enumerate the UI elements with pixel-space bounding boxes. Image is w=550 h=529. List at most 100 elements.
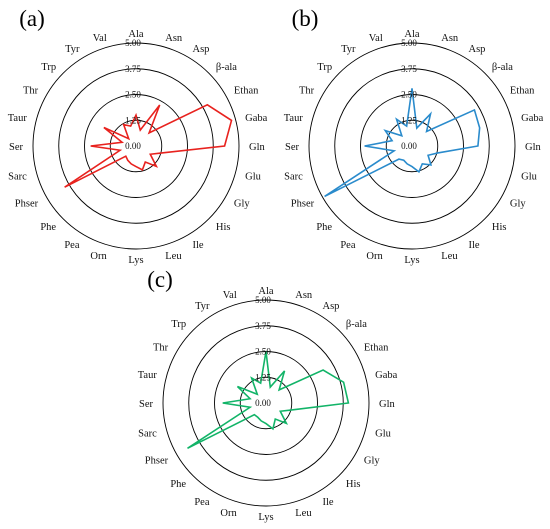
panel-label: (b) (292, 6, 319, 31)
category-label: Orn (220, 508, 237, 519)
category-label: Phser (291, 199, 315, 210)
category-label: Thr (299, 86, 315, 97)
category-label: Ethan (234, 86, 259, 97)
category-label: Orn (366, 251, 383, 262)
category-label: Asn (441, 33, 459, 44)
category-label: Taur (138, 370, 158, 381)
series-line (324, 88, 481, 198)
category-label: Thr (23, 86, 39, 97)
category-label: Pea (64, 240, 80, 251)
category-label: Leu (295, 508, 312, 519)
category-label: Ethan (510, 86, 535, 97)
category-label: Phe (170, 479, 186, 490)
category-label: Tyr (195, 301, 210, 312)
category-label: Val (93, 33, 107, 44)
category-label: β-ala (492, 62, 513, 73)
category-label: Ethan (364, 343, 389, 354)
category-label: β-ala (216, 62, 237, 73)
category-label: Sarc (138, 428, 157, 439)
category-label: Asn (165, 33, 183, 44)
category-label: Lys (404, 255, 419, 266)
category-label: Val (369, 33, 383, 44)
category-label: Sarc (8, 171, 27, 182)
category-label: Pea (194, 497, 210, 508)
category-label: Taur (284, 113, 304, 124)
category-label: Trp (317, 62, 332, 73)
ring-value-label: 0.00 (401, 141, 417, 151)
ring-value-label: 1.25 (255, 372, 271, 382)
category-label: Ala (404, 29, 420, 40)
category-label: Pea (340, 240, 356, 251)
category-label: Asp (469, 44, 486, 55)
category-label: Sarc (284, 171, 303, 182)
category-label: Ile (323, 497, 334, 508)
category-label: Leu (165, 251, 182, 262)
category-label: Gly (510, 199, 527, 210)
grid-ring (32, 42, 240, 250)
grid-ring (239, 376, 293, 430)
category-label: Leu (441, 251, 458, 262)
category-label: Ser (9, 142, 24, 153)
ring-value-label: 5.00 (255, 295, 271, 305)
category-label: Gln (525, 142, 542, 153)
ring-value-label: 3.75 (255, 321, 271, 331)
category-label: Ile (193, 240, 204, 251)
category-label: Val (223, 290, 237, 301)
grid-ring (385, 119, 439, 173)
ring-value-label: 2.50 (255, 347, 271, 357)
grid-ring (109, 119, 163, 173)
category-label: Ser (139, 399, 154, 410)
category-label: Thr (153, 343, 169, 354)
category-label: Gaba (521, 113, 543, 124)
category-label: Phser (15, 199, 39, 210)
category-label: Trp (41, 62, 56, 73)
panel-label: (c) (147, 267, 173, 292)
ring-value-label: 5.00 (401, 38, 417, 48)
category-label: Lys (128, 255, 143, 266)
category-label: Ala (128, 29, 144, 40)
category-label: Ser (285, 142, 300, 153)
ring-value-label: 2.50 (401, 90, 417, 100)
category-label: Tyr (65, 44, 80, 55)
category-label: β-ala (346, 319, 367, 330)
grid-ring (84, 94, 188, 198)
category-label: Glu (521, 171, 538, 182)
panel-label: (a) (19, 6, 45, 31)
category-label: Taur (8, 113, 28, 124)
category-label: Asn (295, 290, 313, 301)
series-line (187, 351, 350, 450)
category-label: Tyr (341, 44, 356, 55)
ring-value-label: 1.25 (401, 115, 417, 125)
category-label: Phser (145, 456, 169, 467)
category-label: Phe (316, 222, 332, 233)
grid-ring (334, 68, 490, 224)
category-label: Ala (258, 286, 274, 297)
category-label: Gly (234, 199, 251, 210)
category-label: Orn (90, 251, 107, 262)
ring-value-label: 1.25 (125, 115, 141, 125)
category-label: His (216, 222, 231, 233)
category-label: Gly (364, 456, 381, 467)
ring-value-label: 3.75 (401, 64, 417, 74)
category-label: Asp (323, 301, 340, 312)
grid-ring (308, 42, 516, 250)
category-label: Ile (469, 240, 480, 251)
ring-value-label: 3.75 (125, 64, 141, 74)
grid-ring (58, 68, 214, 224)
category-label: Gln (249, 142, 266, 153)
series-line (64, 103, 233, 188)
category-label: Glu (245, 171, 262, 182)
ring-value-label: 0.00 (255, 398, 271, 408)
category-label: His (346, 479, 361, 490)
ring-value-label: 5.00 (125, 38, 141, 48)
category-label: Glu (375, 428, 392, 439)
category-label: Gaba (375, 370, 397, 381)
grid-ring (162, 299, 370, 507)
category-label: Asp (193, 44, 210, 55)
category-label: Gln (379, 399, 396, 410)
category-label: His (492, 222, 507, 233)
